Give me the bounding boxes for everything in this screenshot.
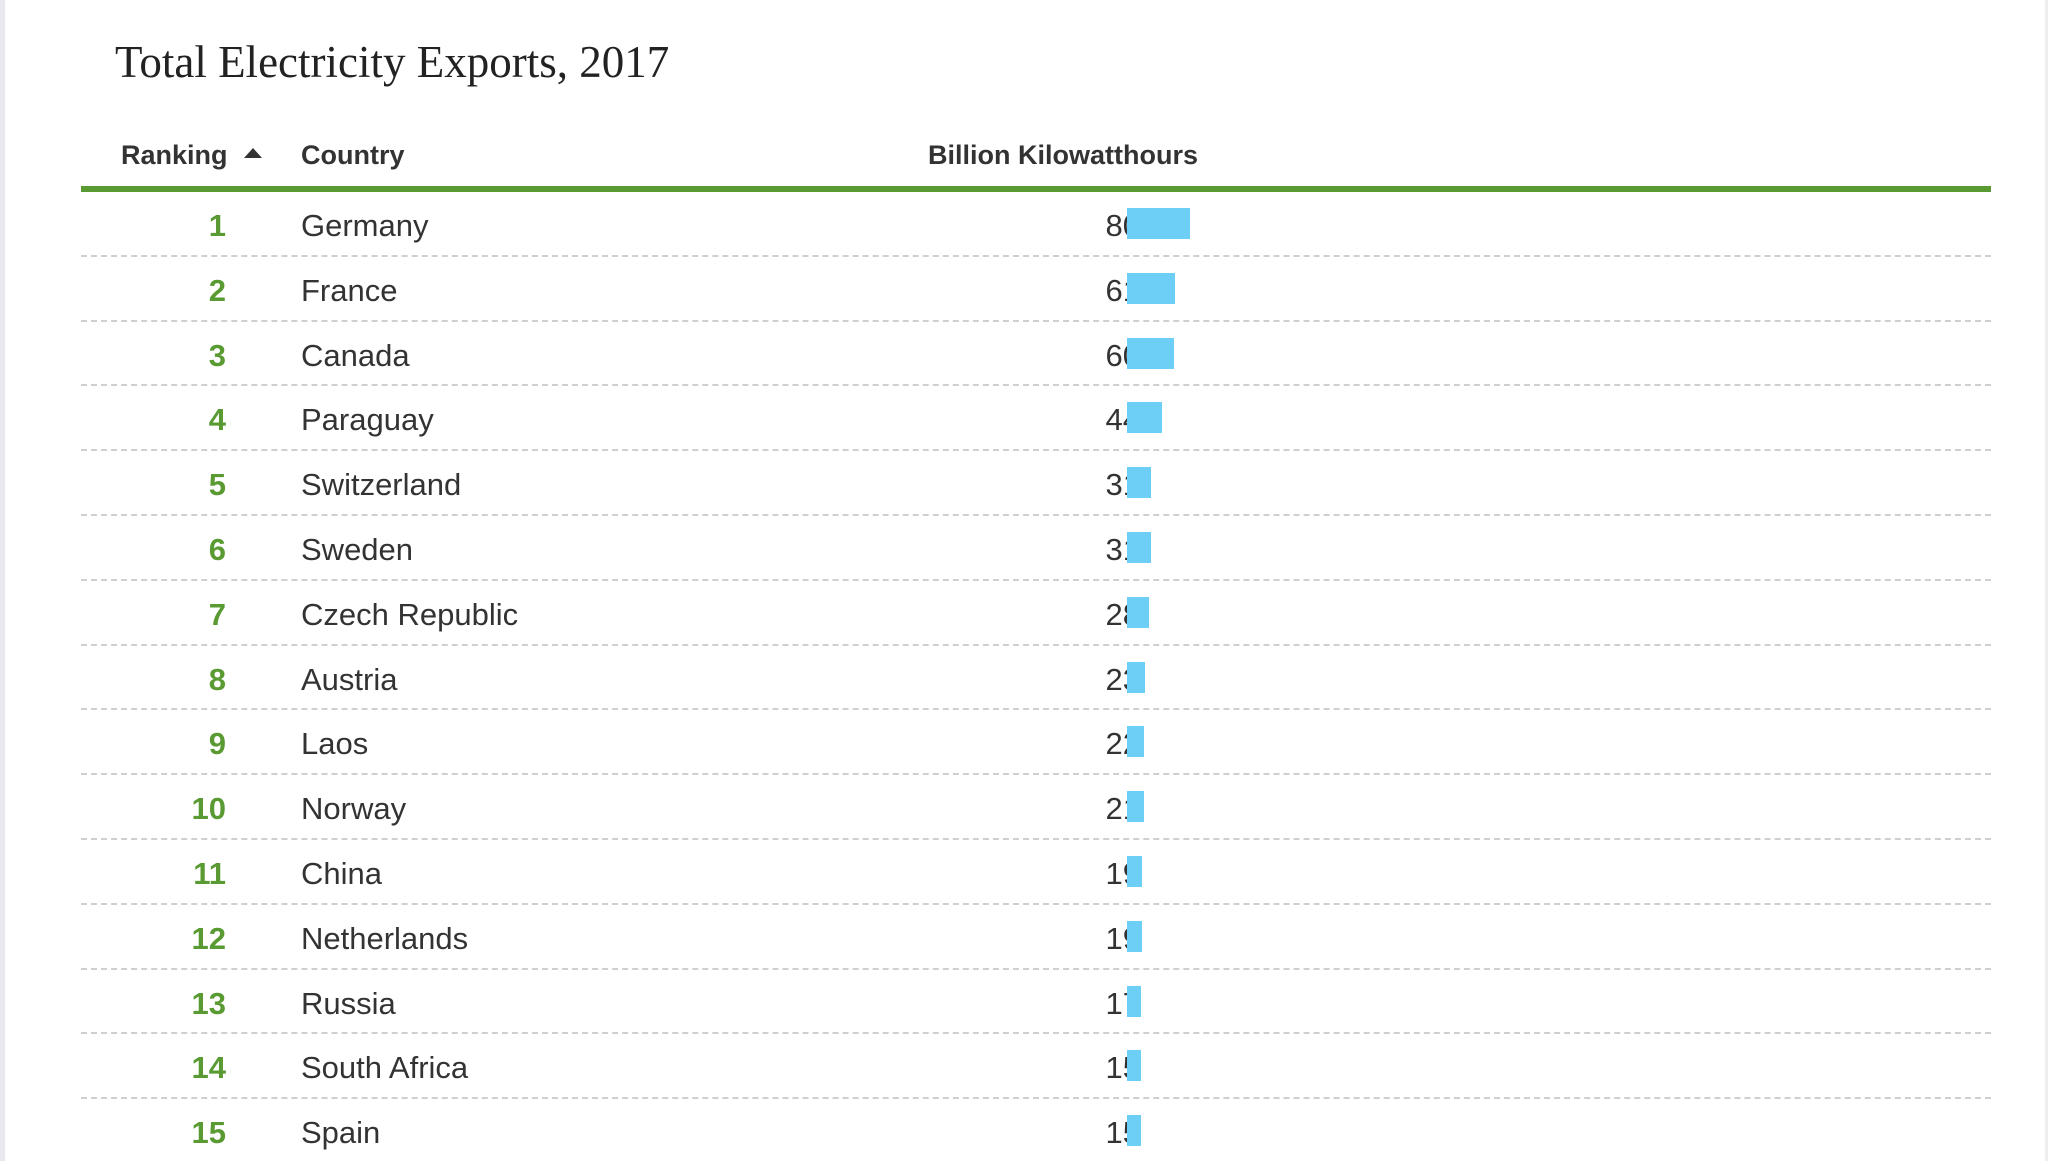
- row-rank: 5: [208, 467, 226, 503]
- row-rank: 10: [191, 791, 226, 827]
- row-country: France: [301, 272, 398, 308]
- table-body: 1 Germany 80 2 France 61 3 Canada 60 4 Paraguay 44 5…: [81, 192, 1991, 1164]
- table-row: 4 Paraguay 44: [81, 386, 1991, 452]
- table-row: 13 Russia 17: [81, 970, 1991, 1035]
- column-header-ranking-label: Ranking: [121, 140, 228, 170]
- value-bar: [1127, 1115, 1141, 1147]
- sort-ascending-arrow-icon[interactable]: [243, 148, 262, 158]
- value-bar: [1127, 402, 1162, 434]
- table-row: 10 Norway 21: [81, 775, 1991, 840]
- row-rank: 9: [208, 726, 226, 762]
- row-country: Sweden: [301, 531, 414, 567]
- value-bar: [1127, 596, 1149, 628]
- value-bar: [1127, 855, 1142, 887]
- value-bar: [1127, 726, 1144, 758]
- value-bar: [1127, 467, 1151, 499]
- column-header-country[interactable]: Country: [301, 140, 405, 170]
- row-country: Russia: [301, 985, 396, 1021]
- row-rank: 4: [208, 402, 226, 438]
- table-row: 3 Canada 60: [81, 322, 1991, 387]
- table-row: 6 Sweden 31: [81, 516, 1991, 581]
- row-rank: 1: [208, 208, 226, 243]
- row-rank: 13: [191, 985, 226, 1021]
- page-title: Total Electricity Exports, 2017: [115, 37, 670, 87]
- row-rank: 8: [208, 661, 226, 697]
- value-bar: [1127, 661, 1145, 693]
- value-bar: [1127, 920, 1142, 952]
- column-header-value[interactable]: Billion Kilowatthours: [928, 140, 1198, 170]
- page-left-edge: [0, 0, 5, 1161]
- table-row: 7 Czech Republic 28: [81, 581, 1991, 646]
- table-row: 11 China 19: [81, 840, 1991, 905]
- row-rank: 3: [208, 337, 226, 373]
- row-rank: 14: [191, 1050, 226, 1086]
- value-bar: [1127, 272, 1175, 304]
- table-row: 5 Switzerland 31: [81, 451, 1991, 516]
- row-rank: 15: [191, 1115, 226, 1151]
- table-row: 9 Laos 22: [81, 710, 1991, 776]
- row-rank: 11: [193, 855, 226, 891]
- row-country: South Africa: [301, 1050, 469, 1086]
- column-header-ranking[interactable]: Ranking: [121, 140, 262, 171]
- table-header: Ranking Country Billion Kilowatthours: [81, 130, 1991, 192]
- table-row: 8 Austria 23: [81, 646, 1991, 711]
- row-rank: 2: [208, 272, 226, 308]
- value-bar: [1127, 337, 1174, 369]
- row-country: Laos: [301, 726, 369, 762]
- row-rank: 6: [208, 531, 226, 567]
- row-country: Netherlands: [301, 920, 469, 956]
- table-row: 14 South Africa 15: [81, 1034, 1991, 1100]
- table-row: 2 France 61: [81, 257, 1991, 322]
- row-country: Canada: [301, 337, 410, 373]
- page-right-edge: [2045, 0, 2048, 1161]
- row-country: Czech Republic: [301, 596, 519, 632]
- table-row: 12 Netherlands 19: [81, 905, 1991, 970]
- row-country: Austria: [301, 661, 398, 697]
- value-bar: [1127, 531, 1151, 563]
- row-country: Norway: [301, 791, 407, 827]
- row-country: Paraguay: [301, 402, 434, 438]
- table-row: 15 Spain 15: [81, 1099, 1991, 1164]
- row-country: Spain: [301, 1115, 381, 1151]
- row-country: Germany: [301, 208, 429, 243]
- value-bar: [1127, 1050, 1141, 1082]
- value-bar: [1127, 791, 1144, 823]
- table-row: 1 Germany 80: [81, 192, 1991, 257]
- value-bar: [1127, 208, 1190, 239]
- row-country: Switzerland: [301, 467, 462, 503]
- value-bar: [1127, 985, 1141, 1017]
- row-rank: 7: [208, 596, 226, 632]
- row-country: China: [301, 855, 382, 891]
- row-rank: 12: [191, 920, 226, 956]
- ranking-table: Ranking Country Billion Kilowatthours 1 G…: [81, 130, 1991, 1164]
